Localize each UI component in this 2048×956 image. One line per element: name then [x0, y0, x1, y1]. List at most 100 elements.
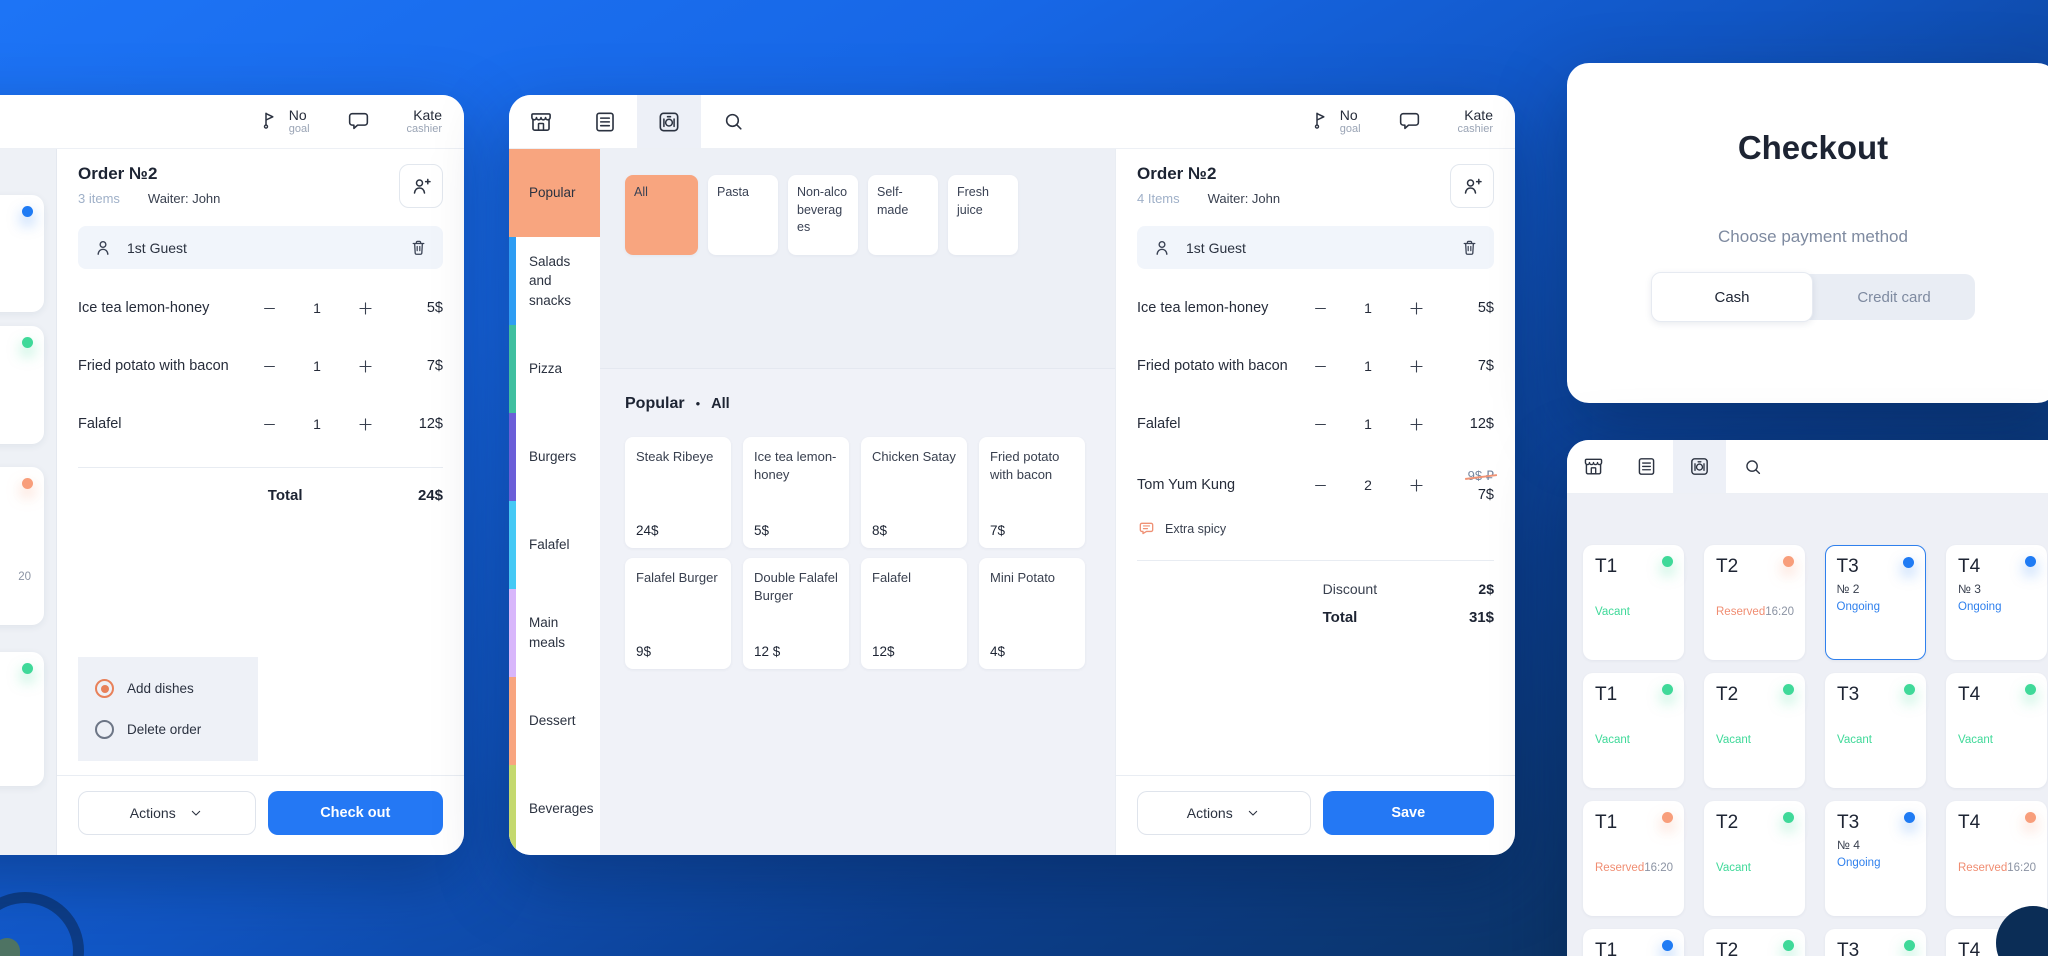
plus-icon[interactable]: [1405, 413, 1428, 436]
table-card[interactable]: 20: [0, 467, 44, 625]
table-card-t3-selected[interactable]: T3 № 2 Ongoing: [1825, 545, 1926, 660]
filter-pasta[interactable]: Pasta: [708, 175, 778, 255]
category-color-strip: [509, 765, 516, 853]
order-total-row: Total 31$: [1137, 603, 1494, 631]
tab-storefront[interactable]: [1567, 440, 1620, 493]
status-dot-green: [1783, 812, 1794, 823]
product-card[interactable]: Chicken Satay 8$: [861, 437, 967, 548]
product-card[interactable]: Fried potato with bacon 7$: [979, 437, 1085, 548]
trash-icon[interactable]: [408, 237, 429, 258]
category-falafel[interactable]: Falafel: [509, 501, 600, 589]
products-section: Popular • All Steak Ribeye 24$ Ice tea le…: [600, 368, 1115, 855]
chat-bubble-icon[interactable]: [1397, 109, 1422, 134]
order-item-row: Ice tea lemon-honey 1 5$: [1137, 279, 1494, 337]
trash-icon[interactable]: [1459, 237, 1480, 258]
tab-search[interactable]: [701, 95, 765, 148]
category-salads-and-snacks[interactable]: Salads and snacks: [509, 237, 600, 325]
category-pizza[interactable]: Pizza: [509, 325, 600, 413]
payment-cash-option[interactable]: Cash: [1651, 272, 1813, 322]
product-card[interactable]: Falafel Burger 9$: [625, 558, 731, 669]
category-main-meals[interactable]: Main meals: [509, 589, 600, 677]
status-dot-blue: [1903, 557, 1914, 568]
table-card-t1[interactable]: T1 Vacant: [1583, 673, 1684, 788]
plus-icon[interactable]: [1405, 355, 1428, 378]
payment-credit-card-option[interactable]: Credit card: [1857, 288, 1931, 306]
category-beverages[interactable]: Beverages: [509, 765, 600, 853]
plus-icon[interactable]: [1405, 297, 1428, 320]
minus-icon[interactable]: [1310, 414, 1331, 435]
radio-add-dishes[interactable]: Add dishes: [95, 679, 241, 698]
product-card[interactable]: Mini Potato 4$: [979, 558, 1085, 669]
check-out-button[interactable]: Check out: [267, 791, 443, 835]
tab-menu[interactable]: [637, 95, 701, 148]
item-quantity: 1: [1364, 300, 1372, 316]
category-popular[interactable]: Popular: [509, 149, 600, 237]
actions-button[interactable]: Actions: [78, 791, 256, 835]
user-badge[interactable]: Kate cashier: [407, 107, 442, 136]
table-card-t4[interactable]: T4 № 3 Ongoing: [1946, 545, 2047, 660]
filter-all[interactable]: All: [625, 175, 698, 255]
tab-receipts[interactable]: [573, 95, 637, 148]
category-color-strip: [509, 501, 516, 589]
table-card-t3[interactable]: T3 № 4 Ongoing: [1825, 801, 1926, 916]
window-tables: T1 Vacant T2 Reserved 16:20 T3 № 2 Ongoing T4…: [1567, 440, 2048, 956]
product-card[interactable]: Ice tea lemon-honey 5$: [743, 437, 849, 548]
user-badge[interactable]: Kate cashier: [1458, 107, 1493, 136]
filter-non-alco-beverages[interactable]: Non-alco beverages: [788, 175, 858, 255]
plus-icon[interactable]: [1405, 474, 1428, 497]
radio-delete-order[interactable]: Delete order: [95, 720, 241, 739]
table-card-t2[interactable]: T2 Vacant: [1704, 673, 1805, 788]
product-card[interactable]: Double Falafel Burger 12 $: [743, 558, 849, 669]
table-card-t3[interactable]: T3 Vacant: [1825, 673, 1926, 788]
table-card-t2[interactable]: T2: [1704, 929, 1805, 956]
add-guest-button[interactable]: [1450, 164, 1494, 208]
goal-indicator[interactable]: No goal: [257, 107, 310, 135]
table-card-t1[interactable]: T1 Vacant: [1583, 545, 1684, 660]
order-total-row: Total 24$: [78, 472, 443, 518]
goal-indicator[interactable]: No goal: [1308, 107, 1361, 135]
table-card-t1[interactable]: T1: [1583, 929, 1684, 956]
section-filter: All: [711, 396, 730, 412]
plus-icon[interactable]: [354, 355, 377, 378]
minus-icon[interactable]: [1310, 356, 1331, 377]
order-panel-right: Order №2 4 Items Waiter: John 1st Guest: [1115, 149, 1515, 855]
product-card[interactable]: Steak Ribeye 24$: [625, 437, 731, 548]
table-card-t2[interactable]: T2 Reserved 16:20: [1704, 545, 1805, 660]
table-card[interactable]: [0, 652, 44, 786]
filter-self-made[interactable]: Self-made: [868, 175, 938, 255]
table-card-t4[interactable]: T4 Reserved 16:20: [1946, 801, 2047, 916]
category-dessert[interactable]: Dessert: [509, 677, 600, 765]
plus-icon[interactable]: [354, 413, 377, 436]
filter-fresh-juice[interactable]: Fresh juice: [948, 175, 1018, 255]
guest-row[interactable]: 1st Guest: [78, 226, 443, 269]
product-card[interactable]: Falafel 12$: [861, 558, 967, 669]
order-item-row: Falafel 1 12$: [78, 395, 443, 453]
minus-icon[interactable]: [1310, 475, 1331, 496]
save-button[interactable]: Save: [1322, 791, 1494, 835]
actions-button[interactable]: Actions: [1137, 791, 1311, 835]
table-card-t2[interactable]: T2 Vacant: [1704, 801, 1805, 916]
minus-icon[interactable]: [259, 356, 280, 377]
minus-icon[interactable]: [259, 414, 280, 435]
table-card-t4[interactable]: T4 Vacant: [1946, 673, 2047, 788]
table-card-t1[interactable]: T1 Reserved 16:20: [1583, 801, 1684, 916]
minus-icon[interactable]: [1310, 298, 1331, 319]
chat-bubble-icon[interactable]: [346, 109, 371, 134]
table-card[interactable]: [0, 195, 44, 312]
status-dot-blue: [1662, 940, 1673, 951]
dish-icon: [1691, 458, 1708, 475]
reservation-time: 20: [18, 571, 31, 583]
category-burgers[interactable]: Burgers: [509, 413, 600, 501]
table-card-t3[interactable]: T3: [1825, 929, 1926, 956]
order-title: Order №2: [1137, 164, 1217, 183]
tab-storefront[interactable]: [509, 95, 573, 148]
storefront-icon: [531, 112, 551, 131]
tab-menu[interactable]: [1673, 440, 1726, 493]
add-guest-button[interactable]: [399, 164, 443, 208]
minus-icon[interactable]: [259, 298, 280, 319]
tab-search[interactable]: [1726, 440, 1779, 493]
table-card[interactable]: [0, 326, 44, 444]
plus-icon[interactable]: [354, 297, 377, 320]
guest-row[interactable]: 1st Guest: [1137, 226, 1494, 269]
tab-receipts[interactable]: [1620, 440, 1673, 493]
